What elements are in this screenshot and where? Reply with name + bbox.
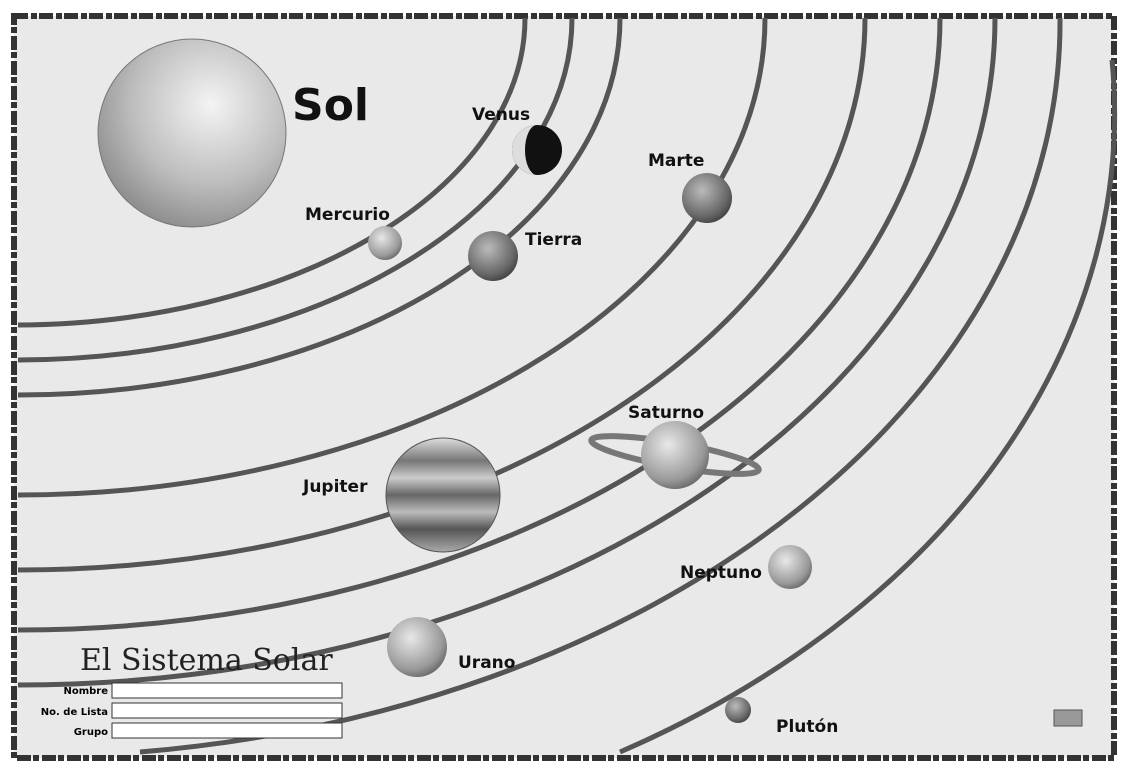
planet [386, 438, 500, 552]
form-field [112, 683, 342, 698]
planet [725, 697, 751, 723]
planet-label: Jupiter [302, 477, 368, 497]
planet [368, 226, 402, 260]
form-label: Nombre [63, 686, 108, 697]
form: Nombre No. de Lista Grupo [41, 683, 342, 738]
form-field [112, 723, 342, 738]
planet-label: Mercurio [305, 205, 390, 225]
form-field [112, 703, 342, 718]
form-label: Grupo [74, 727, 108, 738]
sun [98, 39, 286, 227]
planet [387, 617, 447, 677]
planet [682, 173, 732, 223]
planet [468, 231, 518, 281]
planet-label: Tierra [525, 230, 582, 250]
title: El Sistema Solar [80, 643, 333, 678]
planet [768, 545, 812, 589]
planet-label: Urano [458, 653, 515, 673]
form-label: No. de Lista [41, 707, 108, 718]
planet-label: Marte [648, 151, 704, 171]
logo [1054, 710, 1082, 726]
planet [641, 421, 709, 489]
page: Sol Mercurio Venus Tierra Marte Jupiter … [0, 0, 1130, 774]
planet-label: Neptuno [680, 563, 762, 583]
planet-label: Venus [472, 105, 530, 125]
planet-label: Saturno [628, 403, 704, 423]
planet-label: Plutón [776, 717, 838, 737]
worksheet: Sol Mercurio Venus Tierra Marte Jupiter … [0, 0, 1130, 774]
sun-label: Sol [292, 80, 369, 131]
